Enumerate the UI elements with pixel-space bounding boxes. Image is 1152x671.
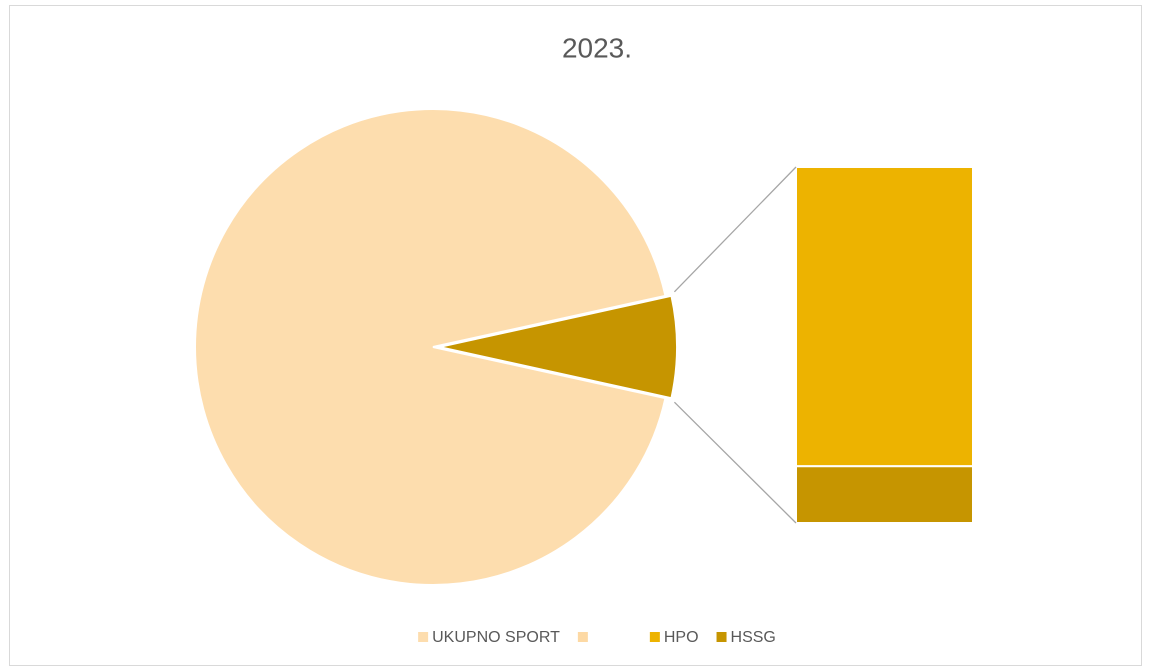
legend-label: UKUPNO SPORT — [432, 629, 560, 646]
pie-slice-other — [438, 294, 678, 400]
legend-swatch — [649, 632, 660, 642]
connector-line — [673, 166, 797, 293]
legend-label: HPO — [664, 629, 699, 646]
legend-swatch — [716, 632, 727, 642]
connector-line — [673, 401, 797, 524]
bar-segment — [795, 465, 974, 524]
pie-slice — [194, 108, 667, 586]
legend-label: HSSG — [731, 629, 776, 646]
legend-swatch — [418, 632, 429, 642]
bar-segment — [795, 166, 974, 468]
chart-title: 2023. — [562, 32, 632, 63]
legend-swatch — [577, 632, 588, 642]
